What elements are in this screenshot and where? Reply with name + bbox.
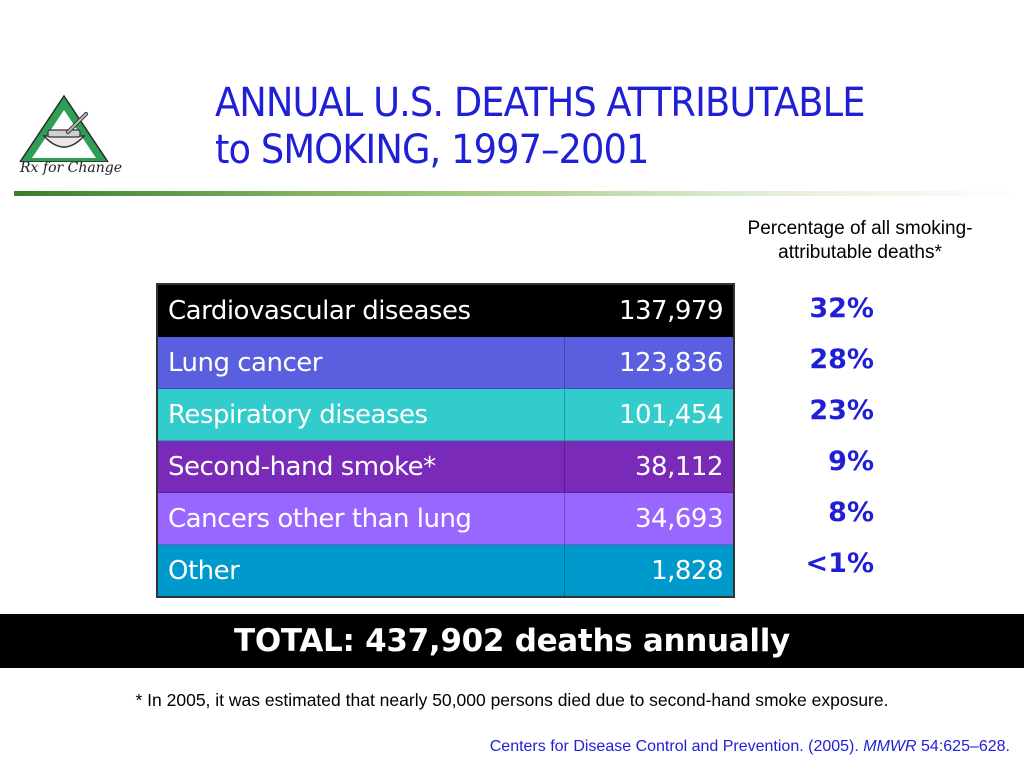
- death-count: 1,828: [651, 555, 723, 586]
- death-count: 101,454: [618, 399, 724, 430]
- citation-suffix: 54:625–628.: [916, 738, 1010, 755]
- slide-title: ANNUAL U.S. DEATHS ATTRIBUTABLE to SMOKI…: [215, 80, 865, 174]
- total-text: TOTAL: 437,902 deaths annually: [234, 623, 790, 659]
- death-count: 137,979: [618, 295, 724, 326]
- title-divider: [14, 191, 1024, 196]
- percentage-header-line-1: Percentage of all smoking-: [747, 218, 973, 239]
- percentage-value: 8%: [828, 497, 874, 528]
- death-count: 34,693: [635, 503, 723, 534]
- percentage-value: 28%: [809, 344, 874, 375]
- cause-label: Cancers other than lung: [157, 492, 565, 545]
- table-row: Respiratory diseases 101,454: [157, 388, 734, 441]
- percentage-value: 32%: [809, 293, 874, 324]
- citation-prefix: Centers for Disease Control and Preventi…: [489, 738, 864, 755]
- table-row: Cardiovascular diseases 137,979: [157, 284, 734, 337]
- cause-label: Cardiovascular diseases: [157, 284, 565, 337]
- cause-label: Other: [157, 544, 565, 597]
- percentage-header-line-2: attributable deaths*: [778, 242, 942, 263]
- cause-label: Lung cancer: [157, 336, 565, 389]
- cause-label: Respiratory diseases: [157, 388, 565, 441]
- death-count: 38,112: [635, 451, 723, 482]
- title-line-1: ANNUAL U.S. DEATHS ATTRIBUTABLE: [215, 80, 865, 126]
- rx-for-change-logo: [14, 92, 124, 192]
- deaths-table: Cardiovascular diseases 137,979 Lung cance…: [156, 283, 735, 598]
- death-count: 123,836: [618, 347, 724, 378]
- percentage-value: <1%: [805, 548, 874, 579]
- citation-journal: MMWR: [863, 738, 917, 755]
- table-row: Cancers other than lung 34,693: [157, 492, 734, 545]
- footnote: * In 2005, it was estimated that nearly …: [135, 690, 889, 710]
- logo-text: Rx for Change: [20, 160, 122, 176]
- total-banner: TOTAL: 437,902 deaths annually: [0, 614, 1024, 668]
- citation: Centers for Disease Control and Preventi…: [490, 738, 1010, 756]
- table-row: Second-hand smoke* 38,112: [157, 440, 734, 493]
- cause-label: Second-hand smoke*: [157, 440, 565, 493]
- table-row: Other 1,828: [157, 544, 734, 597]
- mortar-and-pestle-icon: [18, 94, 110, 163]
- percentage-value: 9%: [828, 446, 874, 477]
- percentage-header: Percentage of all smoking- attributable …: [700, 217, 1020, 265]
- percentage-list: 32% 28% 23% 9% 8% <1%: [740, 283, 874, 589]
- title-line-2: to SMOKING, 1997–2001: [215, 127, 649, 173]
- table-row: Lung cancer 123,836: [157, 336, 734, 389]
- percentage-value: 23%: [809, 395, 874, 426]
